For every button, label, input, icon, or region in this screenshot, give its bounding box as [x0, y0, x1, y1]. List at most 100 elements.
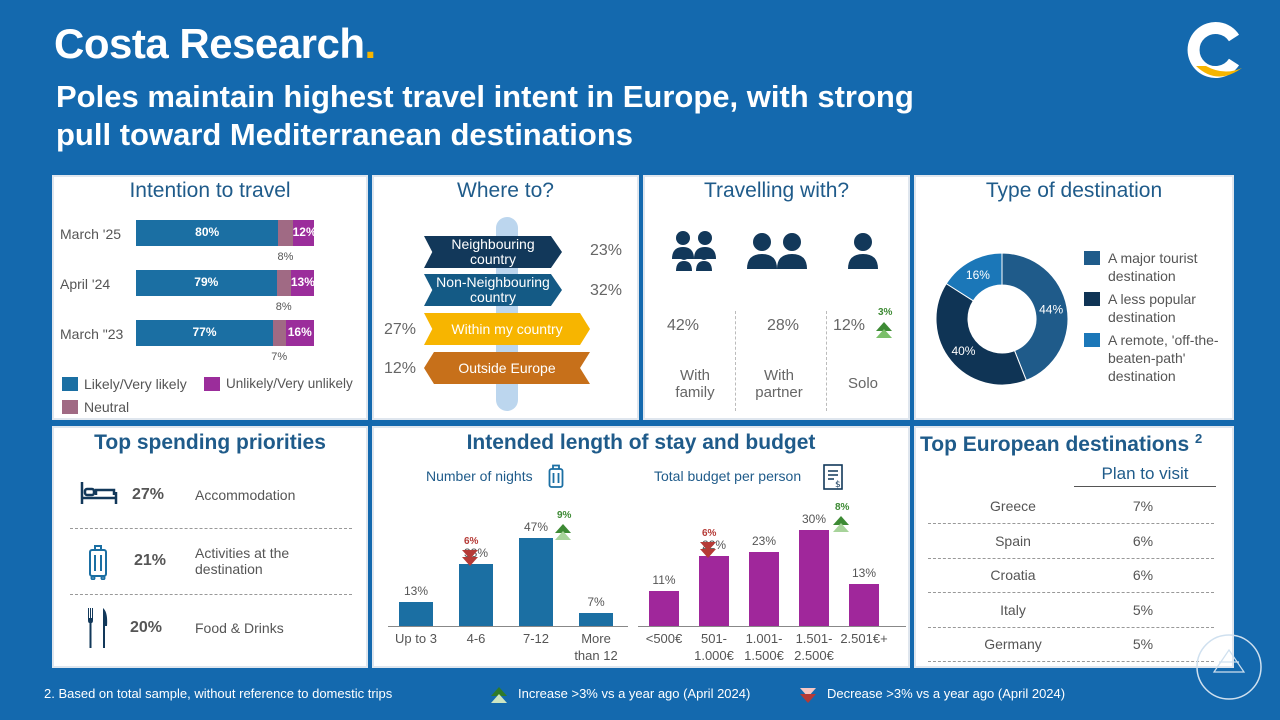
likely-segment: 79% — [136, 270, 277, 296]
increase-legend-icon — [491, 687, 507, 696]
travelling-panel: Travelling with? 42% 28% 12% 3% With fami… — [643, 175, 910, 420]
destination-name: Spain — [995, 532, 1031, 549]
category-label: 1.501- 2.500€ — [779, 630, 849, 664]
partner-icon — [747, 233, 807, 269]
spending-pct-3: 20% — [130, 619, 163, 636]
donut-slice — [1001, 252, 1069, 382]
increase-icon — [876, 322, 892, 331]
unlikely-segment: 12% — [292, 220, 317, 246]
bar — [519, 538, 553, 626]
unlikely-segment-label: 13% — [290, 275, 315, 289]
spending-label-2-line1: Activities at the — [195, 545, 290, 561]
sign-within-country: Within my country — [424, 313, 590, 345]
sign-neighbouring-line1: Neighbouring — [451, 236, 535, 252]
solo-change: 3% — [878, 307, 893, 318]
category-label: More than 12 — [561, 630, 631, 664]
legend-less-popular-line2: destination — [1108, 309, 1176, 325]
sign-outside-europe: Outside Europe — [424, 352, 590, 384]
bar-value-label: 47% — [523, 520, 549, 535]
increase-legend-icon-2 — [491, 694, 507, 703]
category-label: 501- 1.000€ — [679, 630, 749, 664]
intention-row-label: March '25 — [60, 226, 122, 242]
divider — [70, 528, 352, 529]
category-label-line: <500€ — [645, 631, 683, 646]
destination-name: Italy — [1000, 601, 1026, 618]
spending-panel: Top spending priorities 27% Accommodatio… — [52, 426, 368, 668]
likely-segment: 80% — [136, 220, 279, 246]
legend-likely-swatch — [62, 377, 78, 391]
sign-within-country-pct: 27% — [384, 321, 417, 338]
category-label: <500€ — [629, 630, 699, 647]
brand-dot: . — [364, 20, 376, 67]
family-label: With family — [655, 367, 735, 401]
budget-label: Total budget per person — [654, 468, 802, 484]
bar — [649, 590, 679, 626]
partner-label-line1: With — [764, 367, 794, 384]
sign-within-country-label: Within my country — [451, 320, 563, 337]
spending-label-2: Activities at the destination — [195, 545, 289, 577]
family-label-line2: family — [675, 384, 715, 401]
bar — [579, 612, 613, 626]
bar-value-label: 13% — [403, 583, 429, 598]
spending-label-1: Accommodation — [195, 487, 296, 503]
sign-non-neighbouring-line2: country — [470, 289, 516, 305]
cutlery-icon — [88, 608, 108, 648]
headline-line-1: Poles maintain highest travel intent in … — [56, 79, 914, 114]
category-label-line: 1.500€ — [744, 648, 784, 663]
donut-slice-label: 16% — [966, 268, 990, 282]
legend-neutral-swatch — [62, 400, 78, 414]
destination-value: 5% — [1132, 636, 1154, 652]
category-label-line: than 12 — [574, 648, 618, 663]
footnote: 2. Based on total sample, without refere… — [44, 686, 393, 701]
legend-remote-line3: destination — [1108, 368, 1176, 384]
where-panel: Where to? Neighbouring country 23% Non-Ne… — [372, 175, 639, 420]
intention-row-label: March "23 — [60, 326, 124, 342]
luggage-icon — [89, 545, 107, 580]
family-icon — [672, 231, 716, 271]
family-pct: 42% — [667, 317, 700, 334]
spending-pct-2: 21% — [134, 552, 167, 569]
legend-less-popular-label: A less popular destination — [1108, 290, 1196, 326]
destinations-title-text: Top European destinations — [920, 433, 1190, 456]
bar-value-label: 7% — [587, 594, 605, 609]
donut-slice-label: 44% — [1039, 303, 1063, 317]
divider — [826, 311, 827, 411]
destination-value: 7% — [1132, 498, 1154, 514]
category-label-line: 1.000€ — [694, 648, 734, 663]
category-label: 4-6 — [441, 630, 511, 647]
legend-less-popular-line1: A less popular — [1108, 291, 1196, 307]
stay-title: Intended length of stay and budget — [466, 431, 816, 454]
decrease-legend-icon — [800, 688, 816, 697]
destination-row: Italy 5% — [928, 594, 1214, 628]
category-label-line: Up to 3 — [395, 631, 437, 646]
donut-slice — [935, 282, 1027, 386]
travelling-title: Travelling with? — [703, 179, 850, 202]
sign-outside-europe-pct: 12% — [384, 360, 417, 377]
legend-unlikely-label: Unlikely/Very unlikely — [226, 376, 353, 391]
legend-major-label: A major tourist destination — [1108, 249, 1197, 285]
destination-row: Croatia 6% — [928, 559, 1214, 593]
seal-stamp — [1196, 634, 1262, 700]
unlikely-segment: 13% — [290, 270, 315, 296]
stay-budget-panel: Intended length of stay and budget Numbe… — [372, 426, 910, 668]
intention-row-label: April '24 — [60, 276, 111, 292]
destinations-title: Top European destinations 2 — [920, 431, 1202, 457]
destination-type-panel: Type of destination 44% 40% 16% A major to… — [914, 175, 1234, 420]
bar-value-label: 23% — [751, 534, 777, 549]
destination-type-title: Type of destination — [985, 179, 1163, 202]
decrease-icon — [462, 557, 478, 567]
nights-bar-chart: 13% Up to 3 33% 4-6 6% 47% 7-12 9% 7% More than 12 — [388, 428, 628, 670]
neutral-segment — [278, 220, 293, 246]
where-title: Where to? — [457, 179, 554, 202]
partner-label: With partner — [739, 367, 819, 401]
bar — [699, 555, 729, 626]
budget-bar-chart: 11% <500€ 22% 501- 1.000€ 6% 23% 1.001- 1.500€ 30… — [638, 428, 906, 670]
category-label: Up to 3 — [381, 630, 451, 647]
increase-icon — [555, 531, 571, 541]
legend-major-swatch — [1084, 251, 1100, 265]
bar — [749, 552, 779, 626]
page-headline: Poles maintain highest travel intent in … — [56, 78, 1056, 154]
costa-logo-icon — [1187, 22, 1242, 78]
sign-neighbouring-pct: 23% — [590, 242, 623, 259]
legend-less-popular-swatch — [1084, 292, 1100, 306]
